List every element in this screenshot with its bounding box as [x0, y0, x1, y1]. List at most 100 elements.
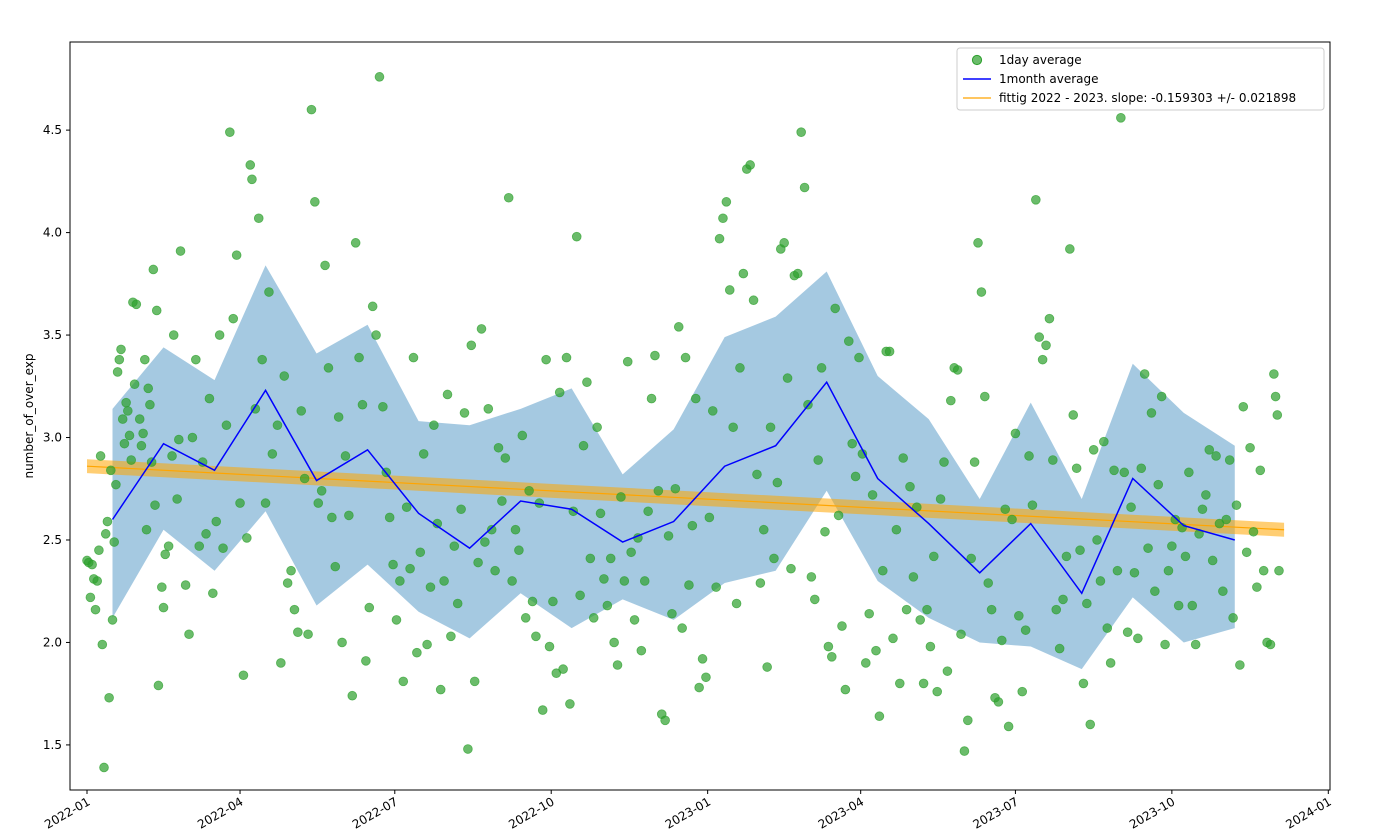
scatter-point [422, 639, 432, 650]
scatter-point [894, 678, 905, 689]
scatter-point [1269, 369, 1279, 379]
scatter-point [245, 160, 256, 170]
scatter-point [837, 621, 847, 631]
scatter-point [561, 352, 572, 363]
scatter-point [673, 322, 684, 332]
scatter-point [864, 608, 874, 619]
plot-area [82, 72, 1285, 773]
scatter-point [660, 715, 670, 726]
legend-label-1day: 1day average [999, 53, 1082, 67]
scatter-point [415, 547, 426, 558]
scatter-point [908, 572, 919, 582]
scatter-point [1156, 391, 1167, 402]
scatter-point [1092, 535, 1102, 545]
scatter-layer [82, 72, 1284, 773]
scatter-point [1105, 658, 1116, 668]
scatter-point [646, 393, 657, 404]
scatter-point [997, 635, 1007, 646]
scatter-point [446, 631, 456, 642]
scatter-point [905, 481, 915, 492]
scatter-point [980, 391, 990, 402]
scatter-point [667, 608, 677, 619]
scatter-point [500, 453, 511, 463]
scatter-point [724, 285, 735, 295]
scatter-point [97, 639, 108, 650]
scatter-point [507, 576, 517, 586]
scatter-point [925, 641, 936, 652]
scatter-point [915, 615, 926, 625]
scatter-point [466, 340, 477, 351]
scatter-point [558, 664, 568, 674]
y-tick-label: 2.0 [43, 635, 62, 649]
scatter-point [267, 449, 278, 459]
scatter-point [111, 479, 121, 490]
scatter-point [650, 350, 660, 361]
scatter-point [1274, 565, 1284, 576]
scatter-point [585, 553, 596, 564]
scatter-point [1034, 332, 1045, 342]
scatter-point [418, 449, 429, 459]
scatter-point [408, 352, 419, 363]
scatter-point [520, 613, 531, 623]
scatter-point [537, 705, 548, 715]
scatter-point [282, 578, 293, 588]
scatter-point [228, 313, 239, 324]
scatter-point [1017, 686, 1028, 697]
scatter-point [260, 498, 271, 508]
scatter-point [425, 582, 436, 592]
legend: 1day average 1month average fittig 2022 … [956, 47, 1325, 111]
scatter-point [711, 582, 721, 592]
scatter-point [963, 715, 973, 726]
scatter-point [320, 260, 330, 271]
scatter-point [932, 686, 943, 697]
legend-label-fit: fittig 2022 - 2023. slope: -0.159303 +/-… [999, 91, 1296, 105]
scatter-point [782, 373, 793, 383]
scatter-point [1197, 504, 1208, 515]
scatter-point [306, 104, 317, 115]
scatter-point [1218, 586, 1228, 597]
scatter-point [843, 336, 854, 347]
scatter-point [1119, 467, 1130, 478]
scatter-point [94, 545, 104, 556]
scatter-point [361, 656, 371, 666]
scatter-point [151, 305, 162, 316]
scatter-point [167, 451, 177, 461]
scatter-point [503, 192, 514, 203]
scatter-point [1270, 391, 1281, 402]
scatter-point [1000, 504, 1011, 515]
scatter-point [289, 604, 300, 615]
scatter-point [1238, 401, 1249, 412]
scatter-point [175, 246, 186, 256]
scatter-point [140, 354, 150, 365]
scatter-point [214, 330, 225, 340]
scatter-point [350, 238, 361, 248]
scatter-point [119, 438, 130, 449]
scatter-point [1160, 639, 1170, 650]
scatter-point [976, 287, 987, 297]
scatter-point [1068, 410, 1079, 420]
scatter-point [874, 711, 885, 722]
scatter-point [1044, 313, 1055, 324]
scatter-point [333, 412, 344, 422]
scatter-point [684, 580, 694, 590]
scatter-point [752, 469, 762, 480]
scatter-point [823, 641, 834, 652]
scatter-point [1088, 445, 1099, 455]
scatter-point [687, 520, 698, 531]
scatter-point [480, 537, 490, 547]
monthly-line-layer [111, 380, 1235, 595]
scatter-point [554, 387, 565, 398]
scatter-point [1082, 598, 1092, 609]
scatter-point [1187, 600, 1198, 611]
scatter-point [697, 654, 708, 664]
scatter-point [439, 576, 449, 586]
scatter-point [670, 483, 681, 494]
scatter-point [1235, 660, 1245, 670]
scatter-point [867, 490, 878, 500]
scatter-point [891, 524, 902, 535]
scatter-point [1061, 551, 1072, 562]
scatter-point [877, 565, 888, 576]
scatter-point [344, 510, 354, 521]
scatter-point [605, 553, 616, 564]
